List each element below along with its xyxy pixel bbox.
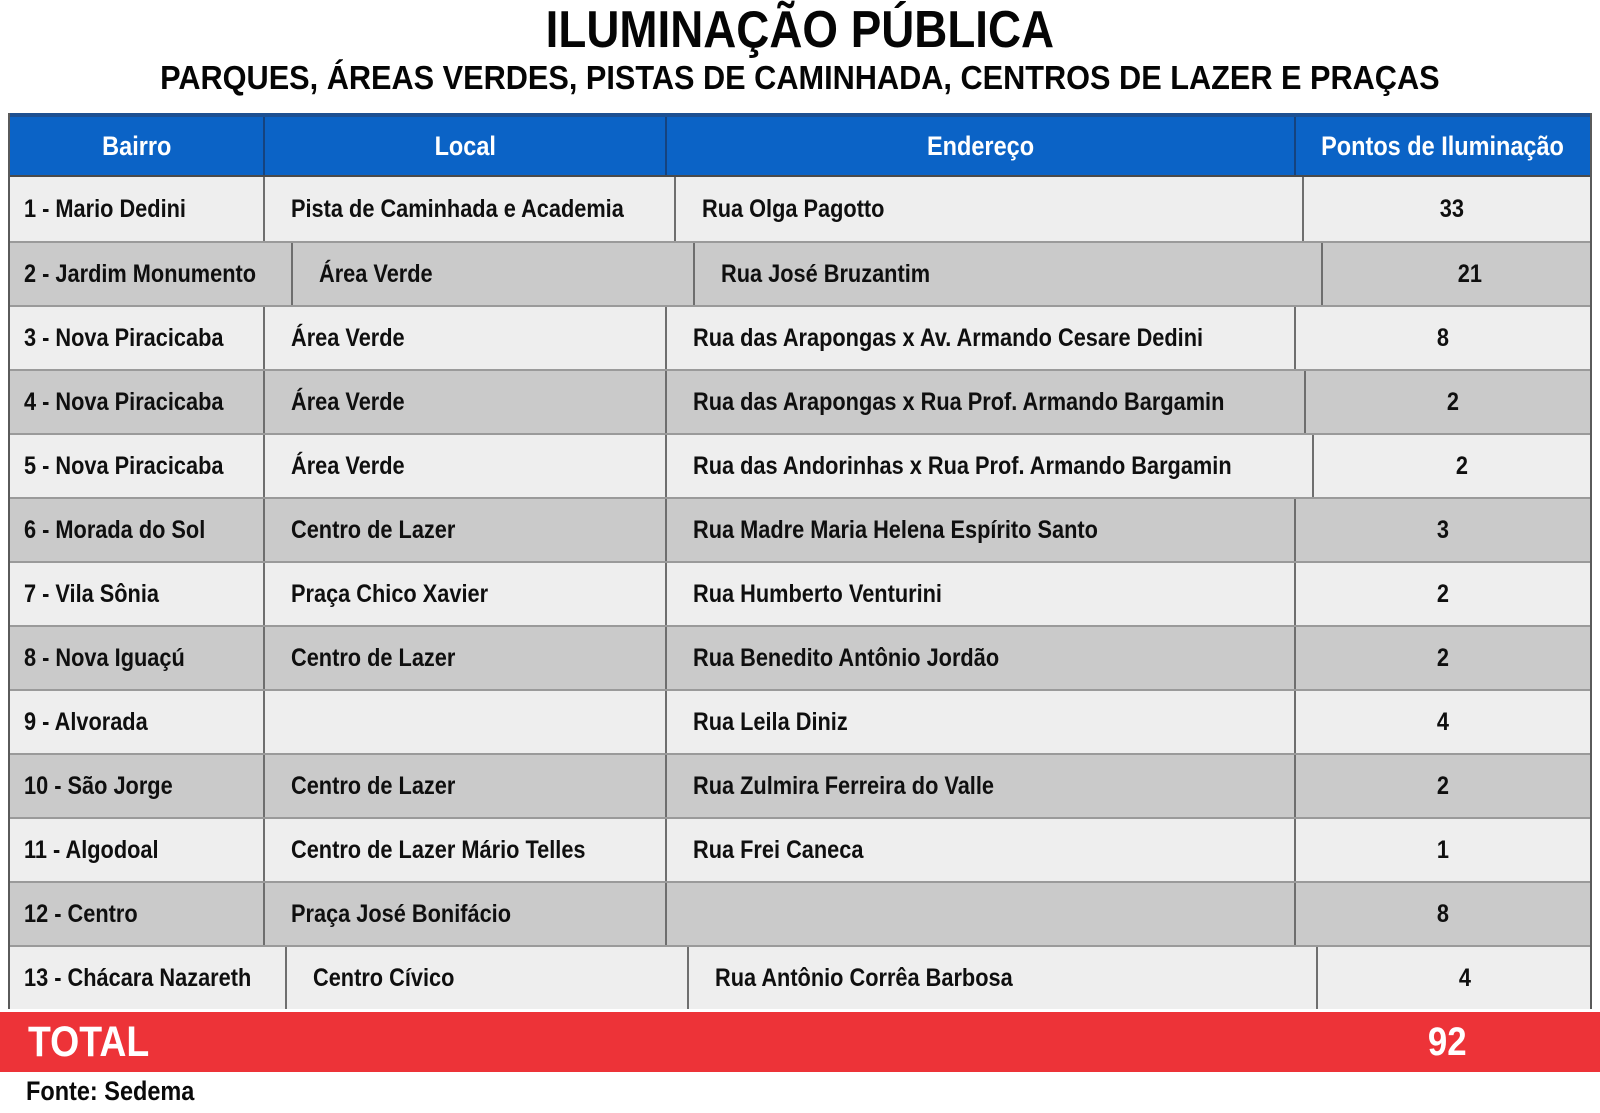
- cell-endereco: Rua Antônio Corrêa Barbosa: [687, 947, 1315, 1009]
- cell-pontos: 8: [1293, 307, 1590, 369]
- cell-endereco: Rua das Arapongas x Rua Prof. Armando Ba…: [665, 371, 1304, 433]
- cell-local: Centro de Lazer: [263, 627, 665, 689]
- cell-local: Praça Chico Xavier: [263, 563, 665, 625]
- cell-bairro: 9 - Alvorada: [24, 707, 148, 736]
- cell-endereco: Rua Frei Caneca: [665, 819, 1293, 881]
- cell-bairro: 12 - Centro: [24, 899, 138, 928]
- cell-endereco: Rua das Andorinhas x Rua Prof. Armando B…: [665, 435, 1312, 497]
- table-row: 10 - São Jorge Centro de Lazer Rua Zulmi…: [10, 753, 1590, 817]
- cell-endereco: Rua José Bruzantim: [692, 243, 1321, 305]
- cell-pontos: 4: [1293, 691, 1590, 753]
- cell-local: Área Verde: [290, 243, 693, 305]
- cell-endereco: Rua das Arapongas x Av. Armando Cesare D…: [665, 307, 1293, 369]
- page-title: ILUMINAÇÃO PÚBLICA: [545, 1, 1055, 59]
- total-label: TOTAL: [28, 1017, 150, 1066]
- cell-local: Área Verde: [263, 435, 665, 497]
- table-row: 5 - Nova Piracicaba Área Verde Rua das A…: [10, 433, 1590, 497]
- lighting-table: Bairro Local Endereço Pontos de Iluminaç…: [8, 113, 1592, 1009]
- cell-pontos: 8: [1293, 883, 1590, 945]
- page-subtitle: PARQUES, ÁREAS VERDES, PISTAS DE CAMINHA…: [160, 59, 1440, 96]
- cell-endereco: Rua Madre Maria Helena Espírito Santo: [665, 499, 1293, 561]
- cell-endereco: Rua Zulmira Ferreira do Valle: [665, 755, 1293, 817]
- cell-pontos: 3: [1293, 499, 1590, 561]
- table-row: 9 - Alvorada Rua Leila Diniz 4: [10, 689, 1590, 753]
- cell-pontos: 2: [1293, 563, 1590, 625]
- cell-endereco: Rua Olga Pagotto: [673, 177, 1302, 241]
- cell-local: Centro Cívico: [285, 947, 687, 1009]
- table-row: 6 - Morada do Sol Centro de Lazer Rua Ma…: [10, 497, 1590, 561]
- table-row: 12 - Centro Praça José Bonifácio 8: [10, 881, 1590, 945]
- total-row: TOTAL 92: [0, 1012, 1600, 1072]
- cell-endereco: Rua Benedito Antônio Jordão: [665, 627, 1293, 689]
- cell-local: Praça José Bonifácio: [263, 883, 665, 945]
- table-row: 13 - Chácara Nazareth Centro Cívico Rua …: [10, 945, 1590, 1009]
- cell-endereco: Rua Leila Diniz: [665, 691, 1293, 753]
- cell-pontos: 2: [1312, 435, 1600, 497]
- cell-bairro: 8 - Nova Iguaçú: [24, 643, 185, 672]
- source-note: Fonte: Sedema: [26, 1076, 195, 1106]
- cell-pontos: 21: [1320, 243, 1600, 305]
- column-header-pontos: Pontos de Iluminação: [1293, 117, 1590, 175]
- cell-pontos: 33: [1302, 177, 1598, 241]
- cell-local: Centro de Lazer Mário Telles: [263, 819, 665, 881]
- table-row: 8 - Nova Iguaçú Centro de Lazer Rua Bene…: [10, 625, 1590, 689]
- table-row: 2 - Jardim Monumento Área Verde Rua José…: [10, 241, 1590, 305]
- cell-local: Centro de Lazer: [263, 499, 665, 561]
- cell-pontos: 2: [1293, 755, 1590, 817]
- cell-bairro: 4 - Nova Piracicaba: [24, 387, 224, 416]
- cell-local: Centro de Lazer: [263, 755, 665, 817]
- cell-local: Pista de Caminhada e Academia: [263, 177, 674, 241]
- cell-endereco: [665, 883, 1293, 945]
- table-row: 4 - Nova Piracicaba Área Verde Rua das A…: [10, 369, 1590, 433]
- column-header-bairro: Bairro: [102, 130, 172, 161]
- table-row: 11 - Algodoal Centro de Lazer Mário Tell…: [10, 817, 1590, 881]
- table-body: 1 - Mario Dedini Pista de Caminhada e Ac…: [10, 177, 1590, 1009]
- total-value: 92: [1428, 1019, 1467, 1064]
- cell-bairro: 11 - Algodoal: [24, 835, 159, 864]
- cell-bairro: 2 - Jardim Monumento: [24, 259, 257, 288]
- cell-local: Área Verde: [263, 371, 665, 433]
- cell-endereco: Rua Humberto Venturini: [665, 563, 1293, 625]
- cell-pontos: 2: [1293, 627, 1590, 689]
- table-header-row: Bairro Local Endereço Pontos de Iluminaç…: [10, 113, 1590, 177]
- cell-pontos: 2: [1304, 371, 1600, 433]
- column-header-endereco: Endereço: [665, 117, 1293, 175]
- cell-bairro: 6 - Morada do Sol: [24, 515, 206, 544]
- table-row: 7 - Vila Sônia Praça Chico Xavier Rua Hu…: [10, 561, 1590, 625]
- cell-bairro: 10 - São Jorge: [24, 771, 173, 800]
- cell-bairro: 3 - Nova Piracicaba: [24, 323, 224, 352]
- cell-bairro: 1 - Mario Dedini: [24, 194, 186, 223]
- cell-bairro: 5 - Nova Piracicaba: [24, 451, 224, 480]
- cell-bairro: 13 - Chácara Nazareth: [24, 963, 252, 992]
- cell-local: Área Verde: [263, 307, 665, 369]
- table-row: 1 - Mario Dedini Pista de Caminhada e Ac…: [10, 177, 1590, 241]
- cell-pontos: 1: [1293, 819, 1590, 881]
- title-block: ILUMINAÇÃO PÚBLICA PARQUES, ÁREAS VERDES…: [0, 0, 1600, 98]
- table-row: 3 - Nova Piracicaba Área Verde Rua das A…: [10, 305, 1590, 369]
- cell-pontos: 4: [1315, 947, 1600, 1009]
- cell-local: [263, 691, 665, 753]
- cell-bairro: 7 - Vila Sônia: [24, 579, 159, 608]
- column-header-local: Local: [263, 117, 665, 175]
